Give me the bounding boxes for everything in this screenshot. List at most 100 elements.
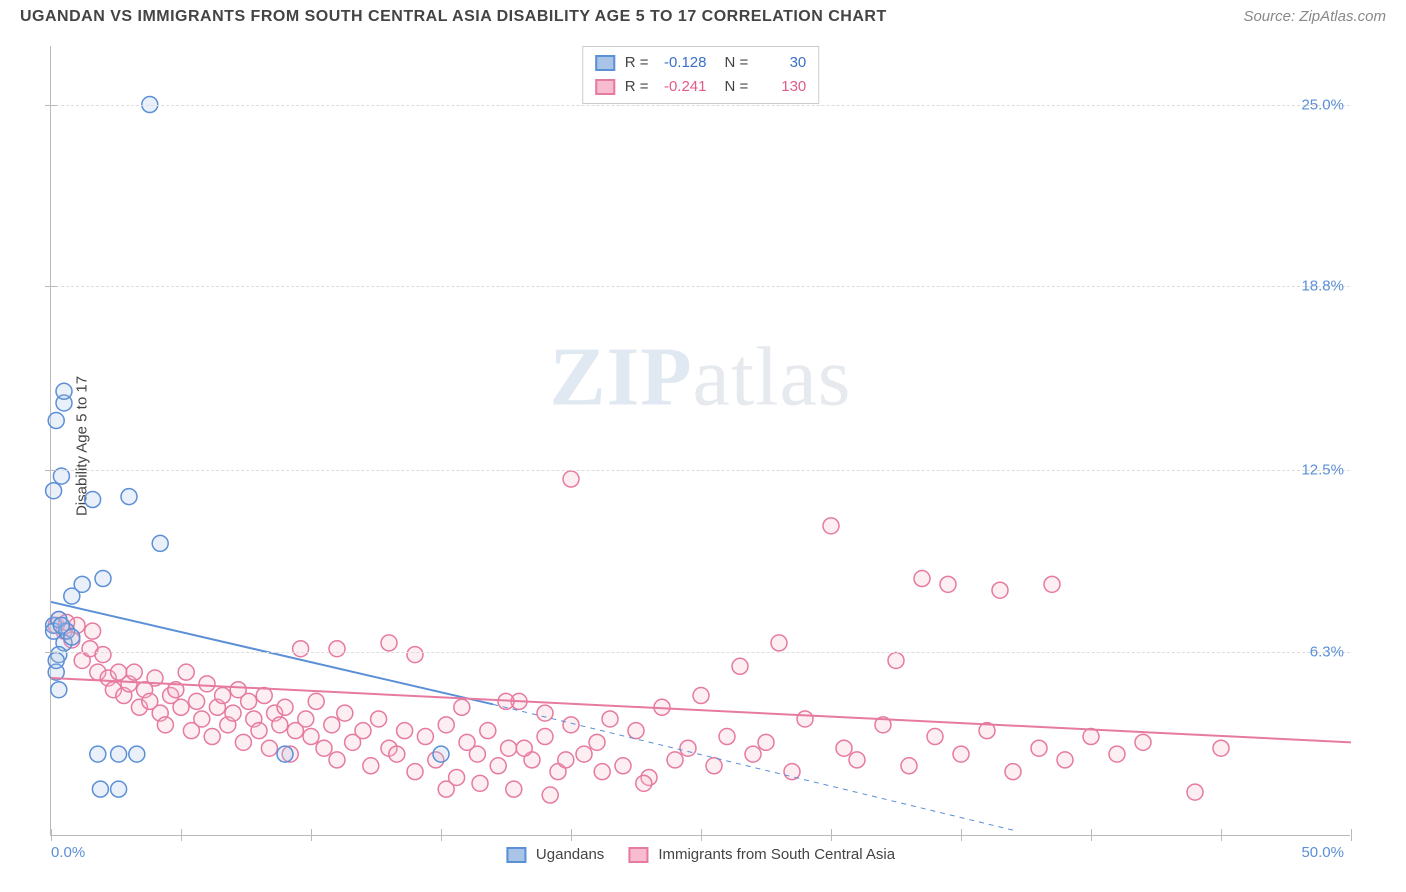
data-point	[308, 693, 324, 709]
x-tick-label: 50.0%	[1301, 844, 1344, 861]
legend-swatch-1	[628, 847, 648, 863]
stat-n-value-1: 130	[754, 75, 806, 99]
legend-label-1: Immigrants from South Central Asia	[658, 846, 895, 863]
data-point	[397, 723, 413, 739]
stats-box: R = -0.128 N = 30 R = -0.241 N = 130	[582, 46, 820, 104]
legend-item-0: Ugandans	[506, 846, 604, 863]
data-point	[563, 717, 579, 733]
x-tick	[441, 829, 442, 841]
data-point	[888, 652, 904, 668]
data-point	[277, 746, 293, 762]
data-point	[953, 746, 969, 762]
gridline-h	[51, 105, 1350, 106]
x-tick	[181, 829, 182, 841]
legend-item-1: Immigrants from South Central Asia	[628, 846, 895, 863]
data-point	[261, 740, 277, 756]
y-tick-label: 6.3%	[1310, 643, 1344, 660]
y-tick	[45, 105, 57, 106]
data-point	[589, 734, 605, 750]
data-point	[797, 711, 813, 727]
data-point	[51, 682, 67, 698]
data-point	[189, 693, 205, 709]
data-point	[225, 705, 241, 721]
gridline-h	[51, 470, 1350, 471]
title-bar: UGANDAN VS IMMIGRANTS FROM SOUTH CENTRAL…	[0, 0, 1406, 30]
data-point	[576, 746, 592, 762]
data-point	[381, 635, 397, 651]
data-point	[251, 723, 267, 739]
data-point	[537, 729, 553, 745]
data-point	[178, 664, 194, 680]
data-point	[836, 740, 852, 756]
data-point	[111, 746, 127, 762]
x-tick	[701, 829, 702, 841]
data-point	[337, 705, 353, 721]
data-point	[563, 471, 579, 487]
data-point	[417, 729, 433, 745]
x-tick	[961, 829, 962, 841]
data-point	[324, 717, 340, 733]
data-point	[272, 717, 288, 733]
data-point	[95, 647, 111, 663]
regression-line-dashed	[493, 704, 1013, 830]
data-point	[537, 705, 553, 721]
gridline-h	[51, 652, 1350, 653]
data-point	[173, 699, 189, 715]
data-point	[56, 383, 72, 399]
chart-title: UGANDAN VS IMMIGRANTS FROM SOUTH CENTRAL…	[20, 8, 887, 26]
data-point	[1109, 746, 1125, 762]
data-point	[85, 623, 101, 639]
data-point	[1057, 752, 1073, 768]
data-point	[758, 734, 774, 750]
gridline-h	[51, 286, 1350, 287]
data-point	[303, 729, 319, 745]
data-point	[992, 582, 1008, 598]
data-point	[48, 413, 64, 429]
data-point	[1083, 729, 1099, 745]
x-tick	[1221, 829, 1222, 841]
data-point	[121, 489, 137, 505]
chart-svg	[51, 46, 1351, 836]
plot-area: ZIPatlas R = -0.128 N = 30 R = -0.241 N …	[50, 46, 1350, 836]
data-point	[1031, 740, 1047, 756]
y-tick-label: 25.0%	[1301, 96, 1344, 113]
data-point	[1005, 764, 1021, 780]
legend-swatch-0	[506, 847, 526, 863]
stats-swatch-1	[595, 79, 615, 95]
data-point	[1044, 576, 1060, 592]
data-point	[129, 746, 145, 762]
data-point	[558, 752, 574, 768]
data-point	[516, 740, 532, 756]
data-point	[298, 711, 314, 727]
data-point	[706, 758, 722, 774]
data-point	[316, 740, 332, 756]
data-point	[199, 676, 215, 692]
x-tick-label: 0.0%	[51, 844, 85, 861]
stat-r-value-0: -0.128	[655, 51, 707, 75]
data-point	[636, 775, 652, 791]
data-point	[693, 688, 709, 704]
data-point	[293, 641, 309, 657]
stat-n-value-0: 30	[754, 51, 806, 75]
source-label: Source: ZipAtlas.com	[1243, 8, 1386, 25]
legend: Ugandans Immigrants from South Central A…	[506, 846, 895, 863]
data-point	[256, 688, 272, 704]
data-point	[407, 764, 423, 780]
y-tick	[45, 286, 57, 287]
x-tick	[571, 829, 572, 841]
stats-row-0: R = -0.128 N = 30	[595, 51, 807, 75]
data-point	[215, 688, 231, 704]
data-point	[940, 576, 956, 592]
data-point	[85, 492, 101, 508]
data-point	[111, 781, 127, 797]
plot-wrap: ZIPatlas R = -0.128 N = 30 R = -0.241 N …	[50, 46, 1350, 836]
y-tick	[45, 470, 57, 471]
stat-r-label-1: R =	[625, 75, 649, 99]
data-point	[363, 758, 379, 774]
data-point	[745, 746, 761, 762]
x-tick	[311, 829, 312, 841]
data-point	[901, 758, 917, 774]
legend-label-0: Ugandans	[536, 846, 604, 863]
data-point	[602, 711, 618, 727]
data-point	[438, 717, 454, 733]
